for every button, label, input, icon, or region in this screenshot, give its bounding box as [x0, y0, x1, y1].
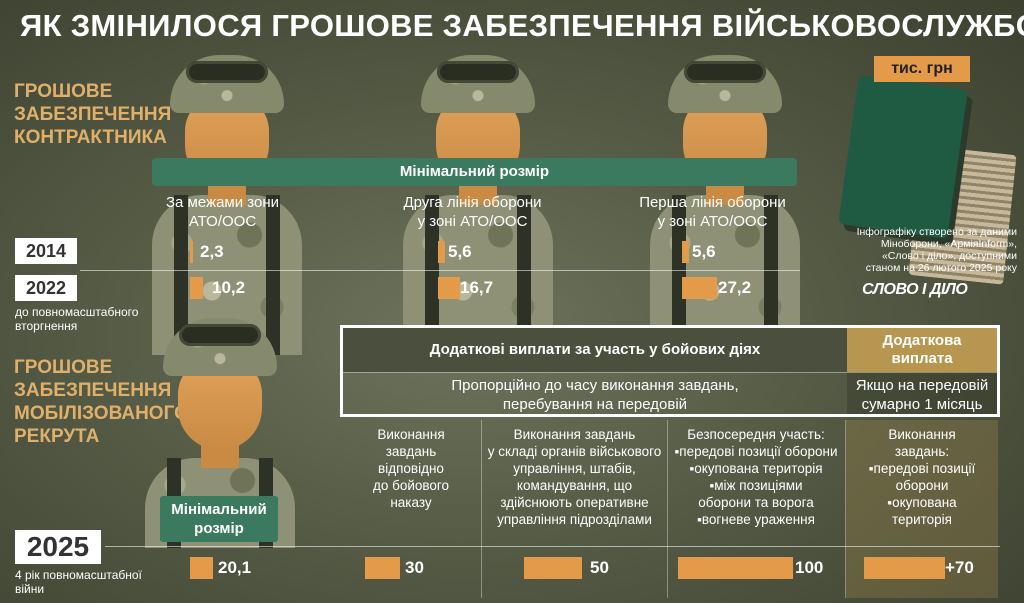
table-header-combat: Додаткові виплати за участь у бойових ді… [343, 328, 847, 372]
row-divider [80, 270, 800, 271]
column-divider [481, 420, 482, 598]
column-divider [667, 420, 668, 598]
payment-column: Безпосередня участь: ▪передові позиції о… [674, 427, 838, 527]
military-id-illustration [838, 75, 968, 239]
bar-2025-minimal [190, 557, 214, 579]
value-2014-zone3: 5,6 [692, 242, 716, 261]
value-2014-zone2: 5,6 [448, 242, 472, 261]
bar-2022-zone2 [438, 277, 460, 299]
bar-2025-extra [864, 557, 945, 579]
value-2022-zone3: 27,2 [718, 278, 752, 297]
bar-2014-zone3 [682, 241, 690, 263]
bar-2022-zone1 [190, 277, 204, 299]
bar-2025-orders [365, 557, 400, 579]
payment-column: Виконання завдань відповідно до бойового… [372, 427, 450, 510]
zone-label: За межами зони АТО/ООС [165, 194, 279, 230]
zone-label: Перша лінія оборони у зоні АТО/ООС [639, 194, 786, 230]
value-2014-zone1: 2,3 [200, 242, 224, 261]
row-divider [105, 546, 1000, 547]
contract-heading: ГРОШОВЕ ЗАБЕЗПЕЧЕННЯ КОНТРАКТНИКА [14, 81, 172, 148]
combat-payments-table: Додаткові виплати за участь у бойових ді… [340, 325, 1000, 417]
units-badge: тис. грн [874, 56, 970, 82]
year-badge-2014: 2014 [15, 238, 77, 264]
minimal-size-label: Мінімальний розмір [160, 496, 278, 542]
year-badge-2025: 2025 [15, 530, 101, 564]
zone-label: Друга лінія оборони у зоні АТО/ООС [403, 194, 542, 230]
soldier-figure [152, 55, 302, 355]
year-note: до повномасштабного вторгнення [15, 305, 139, 333]
table-header-extra: Додаткова виплата [847, 328, 997, 372]
value-2025-direct: 100 [795, 558, 824, 577]
bar-2014-zone2 [438, 241, 446, 263]
minimal-size-banner: Мінімальний розмір [152, 158, 797, 186]
value-2025-minimal: 20,1 [218, 558, 252, 577]
table-cell-proportional: Пропорційно до часу виконання завдань, пе… [343, 372, 847, 414]
year-badge-2022: 2022 [15, 275, 77, 301]
table-cell-extra-condition: Якщо на передовій сумарно 1 місяць [847, 372, 997, 414]
value-2025-command: 50 [590, 558, 609, 577]
brand-logo: СЛОВО І ДІЛО [862, 281, 968, 298]
value-2022-zone2: 16,7 [460, 278, 494, 297]
column-divider [845, 420, 846, 598]
mobilized-heading: ГРОШОВЕ ЗАБЕЗПЕЧЕННЯ МОБІЛІЗОВАНОГО, РЕК… [14, 357, 195, 447]
source-note: Інфографіку створено за даними Міноборон… [856, 226, 1017, 274]
bar-2025-command [524, 557, 582, 579]
year-note: 4 рік повномасштабної війни [15, 568, 142, 596]
value-2025-orders: 30 [405, 558, 424, 577]
page-title: ЯК ЗМІНИЛОСЯ ГРОШОВЕ ЗАБЕЗПЕЧЕННЯ ВІЙСЬК… [20, 8, 1024, 43]
value-2022-zone1: 10,2 [212, 278, 246, 297]
bar-2022-zone3 [682, 277, 718, 299]
bar-2025-direct [678, 557, 793, 579]
value-2025-extra: +70 [945, 558, 974, 577]
payment-column: Виконання завдань у складі органів війсь… [487, 427, 662, 527]
bar-2014-zone1 [190, 241, 193, 263]
